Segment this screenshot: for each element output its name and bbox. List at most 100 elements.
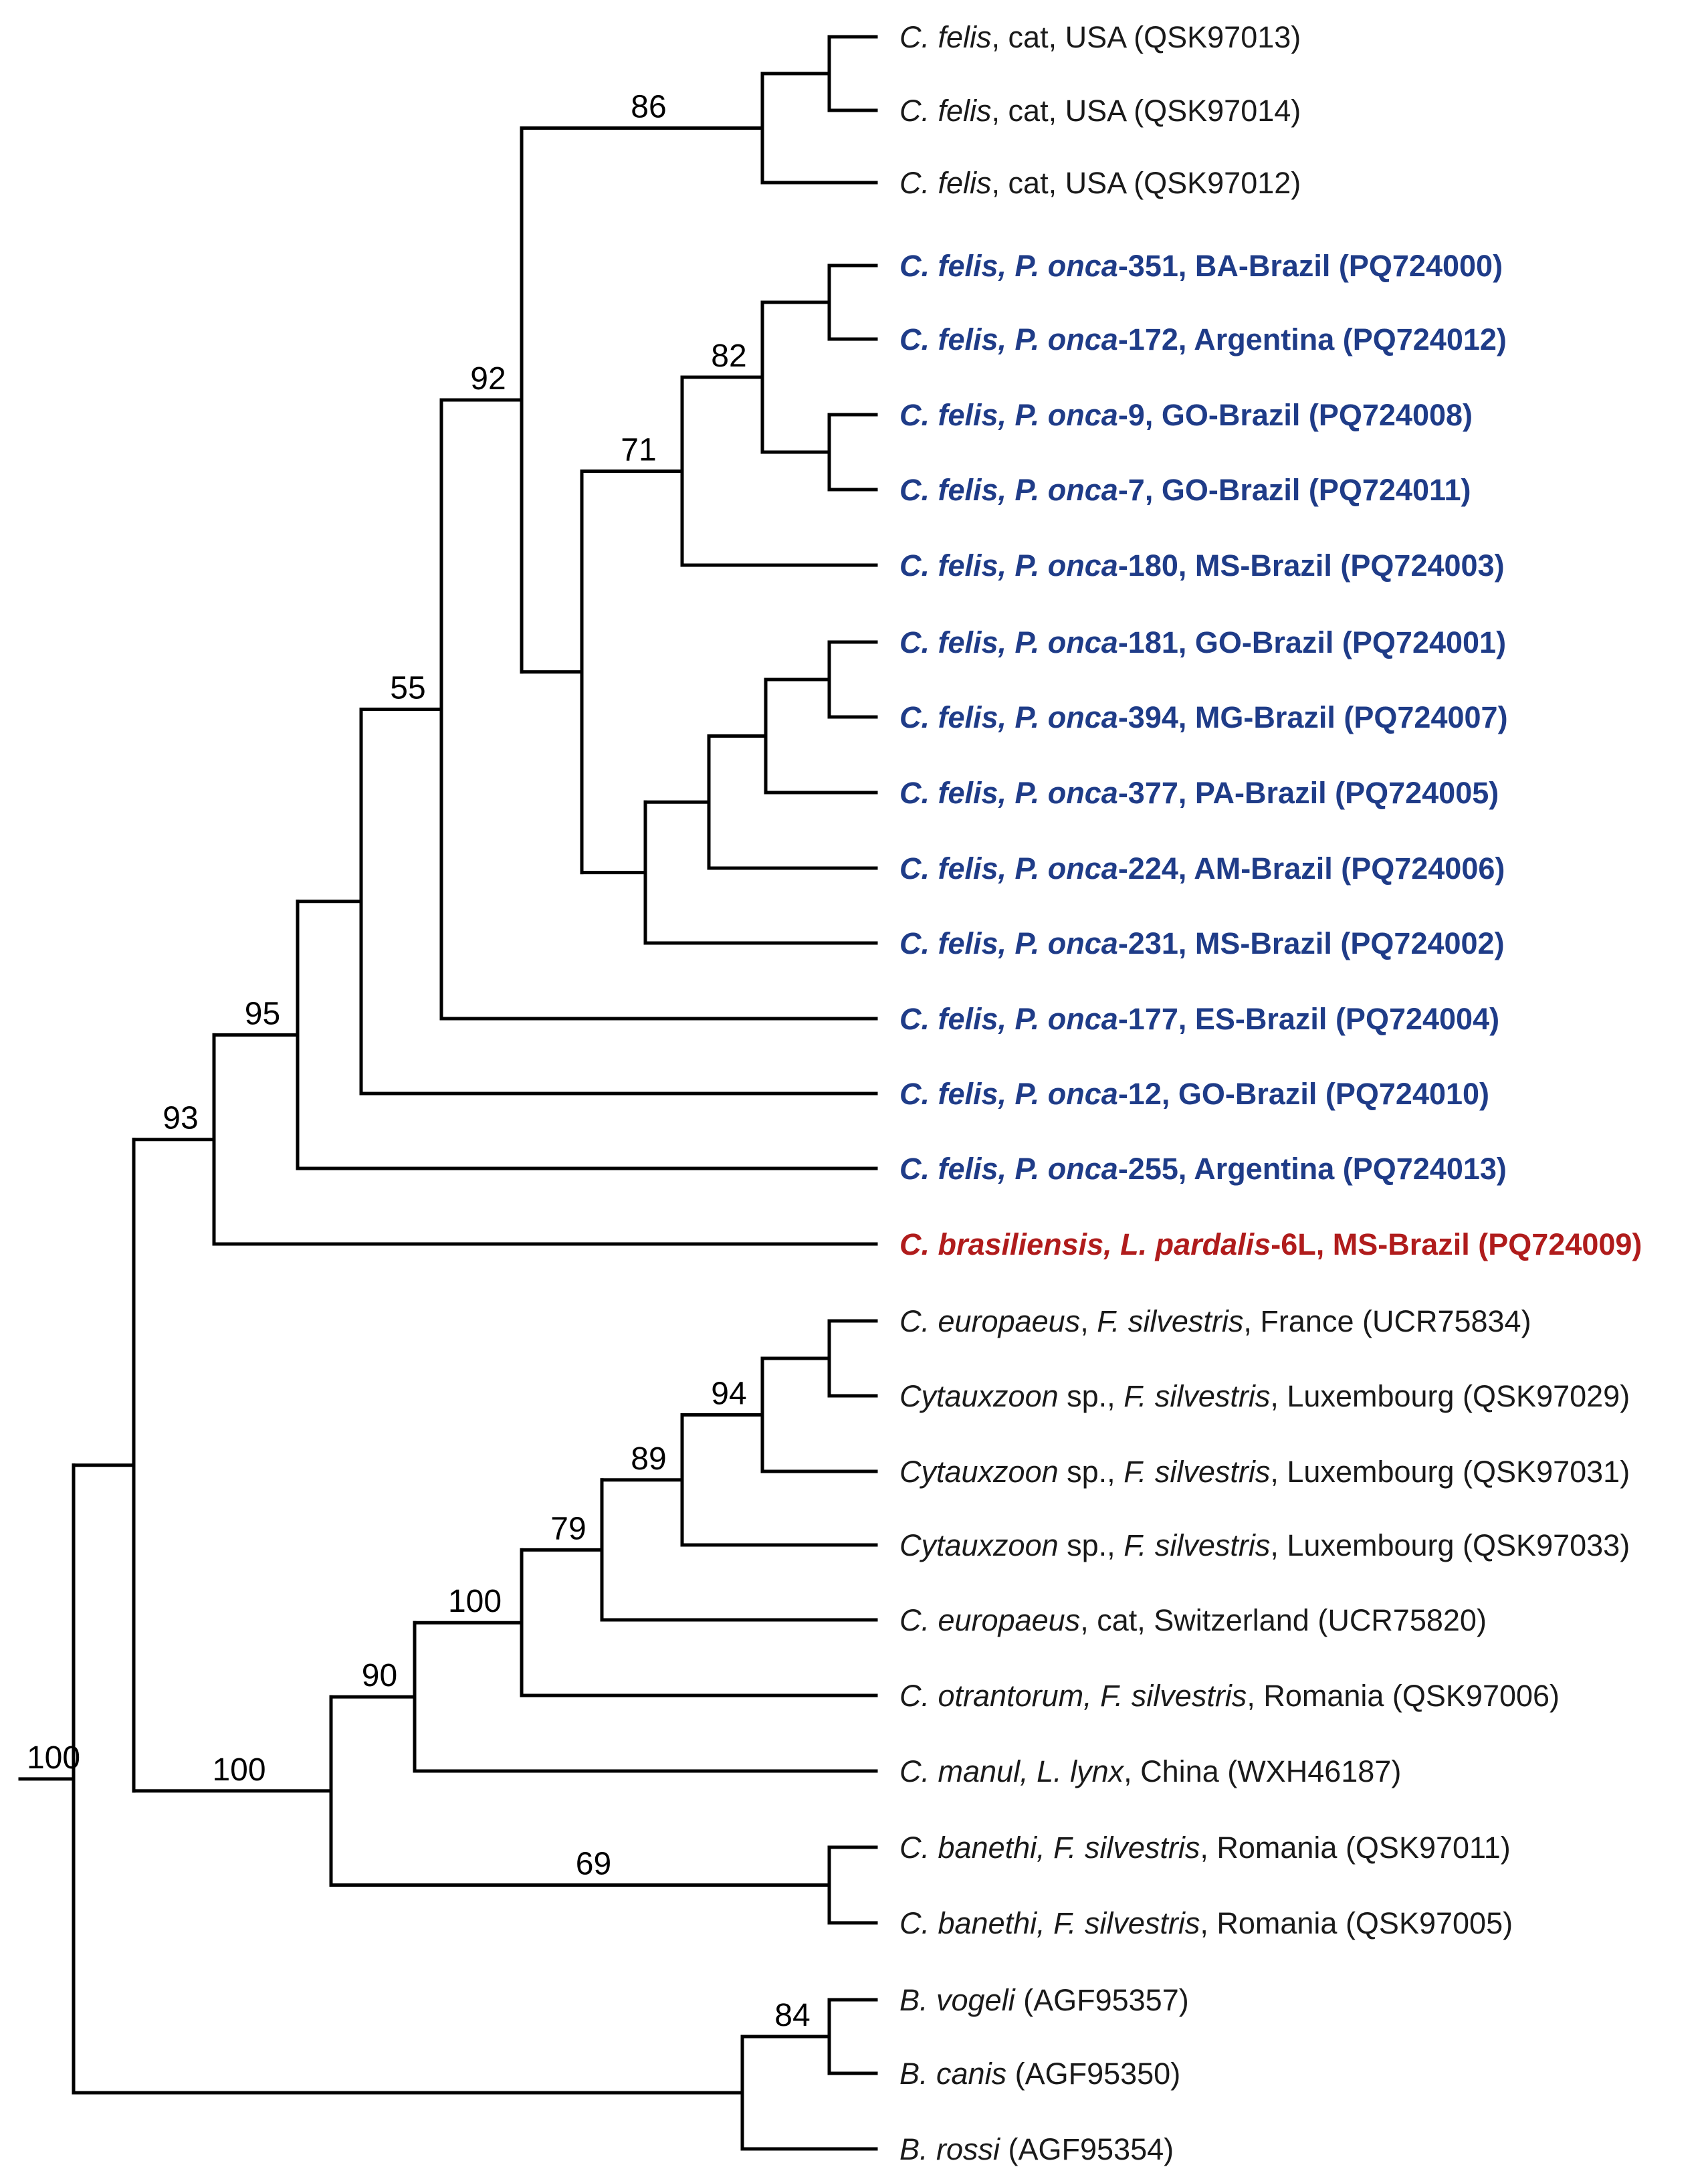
taxon-label: C. brasiliensis, L. pardalis-6L, MS-Braz…: [899, 1227, 1642, 1261]
taxon-detail: , Luxembourg (QSK97031): [1270, 1455, 1630, 1489]
taxon-name: C. felis, P. onca: [899, 700, 1118, 734]
taxon-detail: , cat, USA (QSK97014): [992, 94, 1301, 128]
taxon-name: Cytauxzoon: [899, 1379, 1059, 1413]
taxon-name: C. banethi, F. silvestris: [899, 1906, 1200, 1940]
taxon-detail: -7, GO-Brazil (PQ724011): [1118, 473, 1471, 507]
taxon-name: B. rossi: [899, 2132, 1001, 2166]
bootstrap-value: 79: [550, 1511, 586, 1546]
taxon-detail: , Romania (QSK97011): [1200, 1831, 1510, 1865]
taxon-labels: C. felis, cat, USA (QSK97013)C. felis, c…: [899, 20, 1642, 2166]
taxon-name: C. banethi, F. silvestris: [899, 1831, 1200, 1865]
bootstrap-value: 92: [470, 361, 506, 397]
bootstrap-value: 89: [631, 1441, 666, 1477]
taxon-detail: -231, MS-Brazil (PQ724002): [1118, 926, 1505, 960]
taxon-name: C. felis, P. onca: [899, 1002, 1118, 1036]
taxon-detail: -181, GO-Brazil (PQ724001): [1118, 625, 1506, 659]
taxon-detail: , Romania (QSK97006): [1247, 1679, 1560, 1713]
taxon-name: C. felis, P. onca: [899, 322, 1118, 356]
taxon-name: C. europaeus: [899, 1603, 1080, 1637]
taxon-detail: , France (UCR75834): [1243, 1304, 1531, 1338]
taxon-detail: , cat, USA (QSK97013): [992, 20, 1301, 54]
taxon-label: C. europaeus, cat, Switzerland (UCR75820…: [899, 1603, 1487, 1637]
taxon-name: F. silvestris: [1097, 1304, 1243, 1338]
taxon-label: Cytauxzoon sp., F. silvestris, Luxembour…: [899, 1379, 1630, 1413]
taxon-name: C. otrantorum, F. silvestris: [899, 1679, 1247, 1713]
taxon-detail: -177, ES-Brazil (PQ724004): [1118, 1002, 1499, 1036]
taxon-label: C. banethi, F. silvestris, Romania (QSK9…: [899, 1906, 1513, 1940]
bootstrap-labels: 86 82 71 92 55 95 93 94 89 79 100 90 69 100 84 100: [27, 90, 811, 2034]
taxon-name: C. felis: [899, 20, 992, 54]
bootstrap-value: 90: [362, 1658, 397, 1693]
bootstrap-value: 94: [711, 1376, 746, 1412]
taxon-label: C. felis, P. onca-181, GO-Brazil (PQ7240…: [899, 625, 1506, 659]
taxon-name: C. brasiliensis, L. pardalis: [899, 1227, 1271, 1261]
bootstrap-value: 84: [774, 1998, 810, 2033]
taxon-detail: sp.,: [1059, 1379, 1124, 1413]
taxon-name: C. felis, P. onca: [899, 473, 1118, 507]
taxon-detail: , Romania (QSK97005): [1200, 1906, 1513, 1940]
taxon-label: C. manul, L. lynx, China (WXH46187): [899, 1754, 1401, 1788]
taxon-label: C. felis, cat, USA (QSK97012): [899, 166, 1301, 200]
bootstrap-value: 100: [212, 1752, 265, 1788]
taxon-label: B. vogeli (AGF95357): [899, 1983, 1189, 2017]
taxon-name: C. felis, P. onca: [899, 851, 1118, 886]
tree-branches: [18, 35, 878, 2151]
taxon-name: B. canis: [899, 2057, 1006, 2091]
taxon-name: C. felis, P. onca: [899, 926, 1118, 960]
taxon-detail: (AGF95350): [1006, 2057, 1180, 2091]
taxon-detail: -224, AM-Brazil (PQ724006): [1118, 851, 1505, 886]
taxon-detail: -172, Argentina (PQ724012): [1118, 322, 1507, 356]
taxon-name: C. felis, P. onca: [899, 776, 1118, 810]
taxon-detail: , China (WXH46187): [1124, 1754, 1401, 1788]
taxon-detail: , cat, Switzerland (UCR75820): [1080, 1603, 1487, 1637]
taxon-label: C. felis, P. onca-394, MG-Brazil (PQ7240…: [899, 700, 1508, 734]
taxon-name: C. felis, P. onca: [899, 625, 1118, 659]
taxon-label: C. felis, P. onca-377, PA-Brazil (PQ7240…: [899, 776, 1499, 810]
taxon-name: C. felis, P. onca: [899, 1077, 1118, 1111]
taxon-detail: (AGF95354): [1000, 2132, 1174, 2166]
bootstrap-value: 100: [27, 1740, 80, 1776]
taxon-name: Cytauxzoon: [899, 1528, 1059, 1562]
taxon-detail: -180, MS-Brazil (PQ724003): [1118, 548, 1505, 583]
bootstrap-value: 82: [711, 338, 746, 374]
bootstrap-value: 69: [576, 1847, 611, 1882]
taxon-label: C. europaeus, F. silvestris, France (UCR…: [899, 1304, 1531, 1338]
taxon-label: Cytauxzoon sp., F. silvestris, Luxembour…: [899, 1528, 1630, 1562]
taxon-detail: -377, PA-Brazil (PQ724005): [1118, 776, 1499, 810]
bootstrap-value: 86: [631, 90, 666, 125]
taxon-label: C. felis, P. onca-9, GO-Brazil (PQ724008…: [899, 398, 1473, 432]
taxon-name: C. europaeus: [899, 1304, 1080, 1338]
taxon-label: C. felis, P. onca-7, GO-Brazil (PQ724011…: [899, 473, 1471, 507]
taxon-detail: , cat, USA (QSK97012): [992, 166, 1301, 200]
taxon-label: B. rossi (AGF95354): [899, 2132, 1174, 2166]
bootstrap-value: 93: [163, 1101, 198, 1136]
taxon-label: C. felis, P. onca-177, ES-Brazil (PQ7240…: [899, 1002, 1499, 1036]
taxon-detail: (AGF95357): [1015, 1983, 1189, 2017]
taxon-name: C. felis: [899, 94, 992, 128]
taxon-detail: -12, GO-Brazil (PQ724010): [1118, 1077, 1489, 1111]
bootstrap-value: 71: [621, 433, 656, 468]
taxon-name: C. felis, P. onca: [899, 1152, 1118, 1186]
bootstrap-value: 100: [448, 1584, 502, 1619]
taxon-name: B. vogeli: [899, 1983, 1017, 2017]
taxon-name: C. felis, P. onca: [899, 548, 1118, 583]
taxon-detail: -351, BA-Brazil (PQ724000): [1118, 249, 1503, 283]
taxon-detail: , Luxembourg (QSK97029): [1270, 1379, 1630, 1413]
taxon-label: C. banethi, F. silvestris, Romania (QSK9…: [899, 1831, 1511, 1865]
taxon-detail: ,: [1080, 1304, 1097, 1338]
taxon-label: C. felis, P. onca-172, Argentina (PQ7240…: [899, 322, 1507, 356]
taxon-label: C. felis, P. onca-180, MS-Brazil (PQ7240…: [899, 548, 1505, 583]
taxon-name: C. felis, P. onca: [899, 398, 1118, 432]
bootstrap-value: 95: [245, 996, 280, 1031]
taxon-label: Cytauxzoon sp., F. silvestris, Luxembour…: [899, 1455, 1630, 1489]
taxon-label: C. felis, P. onca-255, Argentina (PQ7240…: [899, 1152, 1507, 1186]
taxon-detail: -394, MG-Brazil (PQ724007): [1118, 700, 1508, 734]
taxon-name: F. silvestris: [1124, 1379, 1270, 1413]
taxon-detail: -9, GO-Brazil (PQ724008): [1118, 398, 1473, 432]
taxon-label: C. felis, P. onca-231, MS-Brazil (PQ7240…: [899, 926, 1505, 960]
taxon-name: C. felis: [899, 166, 992, 200]
taxon-label: B. canis (AGF95350): [899, 2057, 1180, 2091]
taxon-detail: sp.,: [1059, 1455, 1124, 1489]
taxon-label: C. felis, P. onca-351, BA-Brazil (PQ7240…: [899, 249, 1503, 283]
taxon-name: C. felis, P. onca: [899, 249, 1118, 283]
